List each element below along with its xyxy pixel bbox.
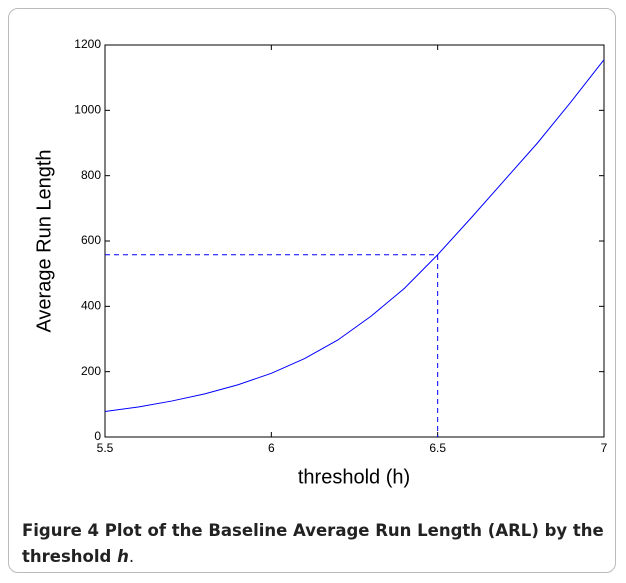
chart: threshold (h) Average Run Length 0 200 400… [33, 37, 608, 488]
x-tick-label: 5.5 [97, 441, 114, 455]
y-tick-label: 400 [81, 299, 101, 313]
y-tick-label: 600 [81, 233, 101, 247]
x-axis-label: threshold (h) [298, 466, 410, 488]
figure-frame [8, 8, 616, 573]
x-tick-label: 6 [268, 441, 275, 455]
plot-box [104, 44, 605, 438]
y-tick-label: 1200 [74, 37, 101, 51]
y-tick-label: 1000 [74, 103, 101, 117]
caption-end: . [128, 547, 135, 566]
x-tick-label: 7 [601, 441, 608, 455]
y-tick-label: 800 [81, 168, 101, 182]
line [104, 59, 605, 413]
caption: Figure 4 Plot of the Baseline Average Ru… [22, 518, 612, 570]
caption-label: Figure 4 [22, 521, 100, 540]
reference-line [105, 254, 439, 437]
caption-text: Plot of the Baseline Average Run Length … [22, 521, 604, 566]
y-tick-label: 200 [81, 364, 101, 378]
caption-var: h [117, 547, 129, 566]
y-axis-label: Average Run Length [33, 149, 55, 332]
x-tick-label: 6.5 [429, 441, 446, 455]
y-tick-label: 0 [94, 429, 101, 443]
